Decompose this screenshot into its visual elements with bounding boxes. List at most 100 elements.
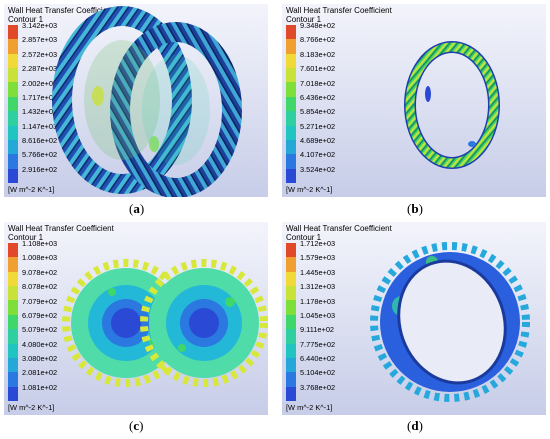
legend-tick: 1.045e+03 xyxy=(300,311,336,320)
legend-tick: 3.142e+03 xyxy=(22,21,58,30)
legend-swatch xyxy=(286,271,296,287)
legend-swatch xyxy=(8,125,18,140)
legend-tick: 2.572e+03 xyxy=(22,50,58,59)
legend-swatch xyxy=(8,372,18,387)
legend-tick: 6.436e+02 xyxy=(300,93,336,102)
ring-gear-contour xyxy=(404,41,500,169)
legend-swatch xyxy=(286,243,296,258)
ring-spur-gear-contour xyxy=(370,242,530,402)
legend-tick: 1.008e+03 xyxy=(22,253,58,262)
legend-swatch xyxy=(8,68,18,83)
legend-tick: 1.147e+03 xyxy=(22,122,58,131)
legend-swatch xyxy=(8,386,18,401)
legend-swatch xyxy=(8,343,18,358)
legend-units: [W m^-2 K^-1] xyxy=(286,185,333,194)
legend-tick: 8.078e+02 xyxy=(22,282,58,291)
panel-subtitle: Contour 1 xyxy=(8,233,44,242)
legend-swatch xyxy=(8,271,18,287)
legend-tick: 2.857e+03 xyxy=(22,35,58,44)
legend-tick: 1.081e+02 xyxy=(22,383,58,392)
legend-tick: 1.432e+03 xyxy=(22,107,58,116)
legend-tick: 8.183e+02 xyxy=(300,50,336,59)
legend-tick: 8.616e+02 xyxy=(22,136,58,145)
legend-tick: 5.104e+02 xyxy=(300,368,336,377)
panel-title: Wall Heat Transfer Coefficient xyxy=(286,224,392,233)
legend-tick: 2.002e+03 xyxy=(22,79,58,88)
legend-swatch xyxy=(286,25,296,40)
legend-swatch xyxy=(8,111,18,126)
legend-swatch xyxy=(286,111,296,126)
legend-swatch xyxy=(8,53,18,69)
legend-swatch xyxy=(8,168,18,183)
legend-swatch xyxy=(286,386,296,401)
legend-tick: 7.775e+02 xyxy=(300,340,336,349)
legend-tick: 7.079e+02 xyxy=(22,297,58,306)
panel-b: Wall Heat Transfer Coefficient Contour 1… xyxy=(282,4,546,197)
panel-subtitle: Contour 1 xyxy=(286,15,322,24)
legend-swatch xyxy=(8,314,18,330)
legend-swatch xyxy=(286,96,296,112)
legend-tick: 5.854e+02 xyxy=(300,107,336,116)
legend-units: [W m^-2 K^-1] xyxy=(286,403,333,412)
legend-swatch xyxy=(8,39,18,54)
legend-swatch xyxy=(8,25,18,40)
legend-tick: 7.601e+02 xyxy=(300,64,336,73)
legend-tick: 1.712e+03 xyxy=(300,239,336,248)
legend-tick: 8.766e+02 xyxy=(300,35,336,44)
legend-swatch xyxy=(8,300,18,315)
legend-swatch xyxy=(286,357,296,373)
legend-tick: 2.287e+03 xyxy=(22,64,58,73)
legend-swatch xyxy=(286,125,296,140)
legend-tick: 2.916e+02 xyxy=(22,165,58,174)
legend-tick: 1.579e+03 xyxy=(300,253,336,262)
legend-tick: 1.445e+03 xyxy=(300,268,336,277)
caption-b: (b) xyxy=(407,201,423,216)
legend-swatch xyxy=(8,357,18,373)
legend-swatch xyxy=(286,372,296,387)
legend-tick: 7.018e+02 xyxy=(300,79,336,88)
legend-swatch xyxy=(8,154,18,169)
legend-tick: 1.717e+03 xyxy=(22,93,58,102)
legend-tick: 5.271e+02 xyxy=(300,122,336,131)
legend-tick: 1.178e+03 xyxy=(300,297,336,306)
helical-gear-pair-contour xyxy=(52,6,242,197)
legend-swatch xyxy=(286,53,296,69)
caption-d: (d) xyxy=(407,418,423,433)
legend-swatch xyxy=(286,329,296,344)
legend-units: [W m^-2 K^-1] xyxy=(8,403,55,412)
panel-a: Wall Heat Transfer Coefficient Contour 1… xyxy=(4,4,268,197)
panel-subtitle: Contour 1 xyxy=(286,233,322,242)
legend-tick: 9.078e+02 xyxy=(22,268,58,277)
panel-title: Wall Heat Transfer Coefficient xyxy=(8,224,114,233)
legend-tick: 6.079e+02 xyxy=(22,311,58,320)
caption-a: (a) xyxy=(129,201,145,216)
legend-tick: 2.081e+02 xyxy=(22,368,58,377)
legend-swatch xyxy=(286,314,296,330)
legend-units: [W m^-2 K^-1] xyxy=(8,185,55,194)
color-legend-bar xyxy=(286,25,296,183)
legend-tick: 3.524e+02 xyxy=(300,165,336,174)
legend-tick: 3.768e+02 xyxy=(300,383,336,392)
legend-tick: 6.440e+02 xyxy=(300,354,336,363)
legend-swatch xyxy=(286,300,296,315)
panel-d: Wall Heat Transfer Coefficient Contour 1… xyxy=(282,222,546,415)
legend-swatch xyxy=(8,329,18,344)
panel-title: Wall Heat Transfer Coefficient xyxy=(286,6,392,15)
legend-swatch xyxy=(286,82,296,97)
panel-c: Wall Heat Transfer Coefficient Contour 1… xyxy=(4,222,268,415)
legend-swatch xyxy=(8,286,18,301)
legend-swatch xyxy=(286,154,296,169)
legend-tick: 4.080e+02 xyxy=(22,340,58,349)
caption-c: (c) xyxy=(129,418,144,433)
legend-swatch xyxy=(8,82,18,97)
legend-tick: 4.689e+02 xyxy=(300,136,336,145)
spur-gear-pair-contour xyxy=(62,259,268,387)
legend-swatch xyxy=(286,39,296,54)
legend-swatch xyxy=(286,168,296,183)
legend-tick: 1.312e+03 xyxy=(300,282,336,291)
legend-swatch xyxy=(8,139,18,155)
legend-tick: 9.348e+02 xyxy=(300,21,336,30)
legend-swatch xyxy=(286,139,296,155)
legend-swatch xyxy=(286,257,296,272)
legend-swatch xyxy=(286,68,296,83)
